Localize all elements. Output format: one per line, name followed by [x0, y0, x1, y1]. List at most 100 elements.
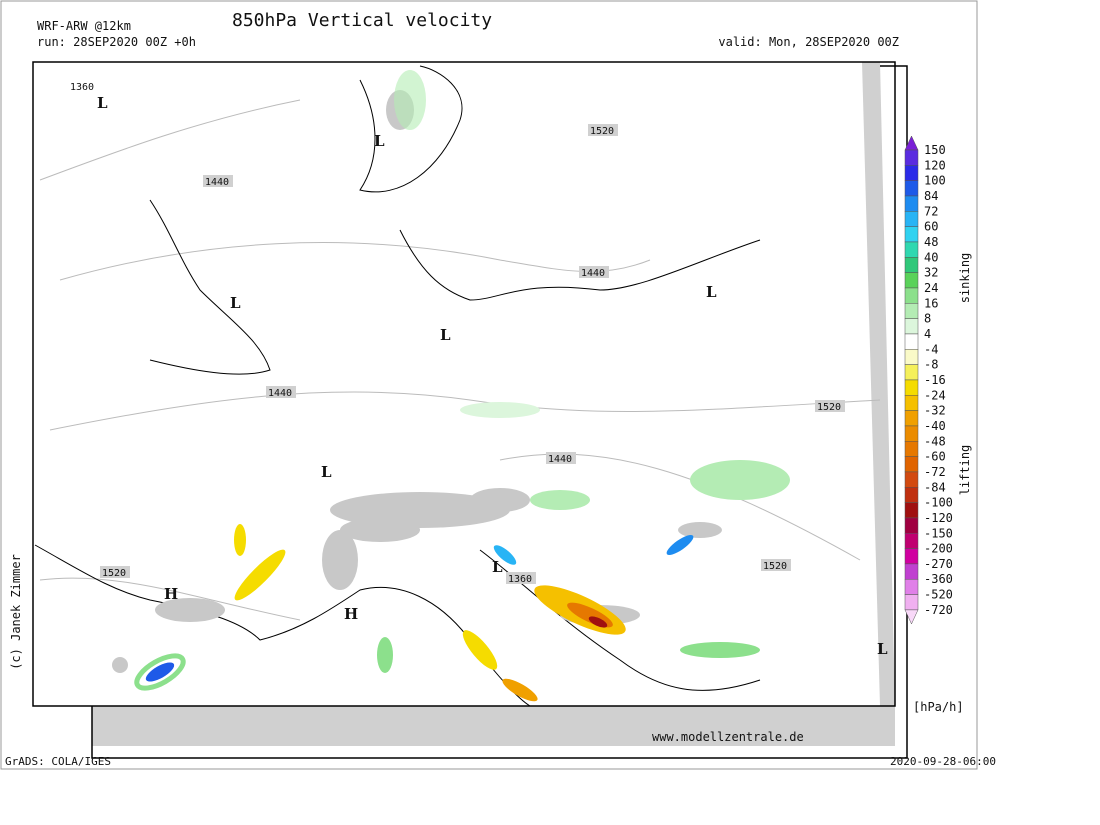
colorbar-level: -40	[924, 419, 946, 433]
copyright: (c) Janek Zimmer	[9, 554, 23, 670]
colorbar-swatch	[904, 502, 919, 519]
colorbar-level: -4	[924, 342, 938, 356]
colorbar-level: 4	[924, 327, 931, 341]
colorbar-level: -720	[924, 603, 953, 617]
colorbar-level: -100	[924, 496, 953, 510]
colorbar-level: -120	[924, 511, 953, 525]
colorbar-level: -24	[924, 388, 946, 402]
website: www.modellzentrale.de	[652, 730, 804, 744]
colorbar-swatch	[904, 195, 919, 212]
low-label: L	[877, 640, 888, 658]
colorbar-swatch	[904, 487, 919, 503]
isobar-label: 1440	[581, 268, 605, 279]
colorbar-level: -72	[924, 465, 946, 479]
isobar-label: 1520	[102, 568, 126, 579]
pressure-labels: 1360 L L 1520 1440 1440 L L L 1440 1520 …	[70, 82, 888, 658]
colorbar-swatch	[904, 563, 919, 580]
colorbar-swatch	[904, 303, 919, 319]
isobar-label: 1520	[590, 126, 614, 137]
colorbar: 150120100847260484032241684-4-8-16-24-32…	[904, 135, 953, 625]
colorbar-level: -360	[924, 572, 953, 586]
valid-label: valid: Mon, 28SEP2020 00Z	[718, 35, 899, 49]
colorbar-swatch	[904, 471, 919, 488]
software-label: GrADS: COLA/IGES	[5, 755, 111, 768]
isobar-label: 1520	[817, 402, 841, 413]
model-label: WRF-ARW @12km	[37, 19, 131, 33]
colorbar-swatch	[904, 349, 919, 365]
isobar-label-bg	[203, 175, 233, 187]
low-label: L	[706, 283, 717, 301]
isobar-label-bg	[815, 400, 845, 412]
colorbar-level: -150	[924, 526, 953, 540]
isobar-label-bg	[100, 566, 130, 578]
colorbar-swatch	[904, 425, 919, 442]
isobar-label-bg	[761, 559, 791, 571]
colorbar-swatch	[904, 241, 919, 258]
isobar-label: 1360	[508, 574, 532, 585]
isobars	[39, 99, 881, 621]
colorbar-level: 100	[924, 174, 946, 188]
high-label: H	[344, 605, 358, 623]
colorbar-swatch	[904, 441, 919, 457]
isobar-label: 1360	[70, 82, 94, 93]
low-label: L	[374, 132, 385, 150]
colorbar-swatch	[904, 517, 919, 534]
colorbar-level: 150	[924, 143, 946, 157]
isobar-label: 1440	[268, 388, 292, 399]
colorbar-lower-label: lifting	[958, 445, 972, 496]
colorbar-swatch	[904, 410, 919, 427]
colorbar-swatch	[904, 226, 919, 243]
low-label: L	[230, 294, 241, 312]
low-label: L	[492, 558, 503, 576]
isobar-label: 1440	[548, 454, 572, 465]
isobar-label: 1440	[205, 177, 229, 188]
isobar-label-bg	[506, 572, 536, 584]
colorbar-level: 40	[924, 250, 938, 264]
colorbar-level: 120	[924, 158, 946, 172]
colorbar-level: 16	[924, 296, 938, 310]
colorbar-upper-label: sinking	[958, 253, 972, 304]
coastline	[34, 65, 761, 707]
colorbar-swatch	[904, 211, 919, 227]
colorbar-swatch	[904, 333, 919, 350]
high-label: H	[164, 585, 178, 603]
colorbar-level: -60	[924, 450, 946, 464]
title: 850hPa Vertical velocity	[232, 10, 492, 31]
colorbar-swatch	[904, 165, 919, 181]
colorbar-swatch	[904, 533, 919, 549]
colorbar-swatch	[904, 456, 919, 473]
low-label: L	[97, 94, 108, 112]
colorbar-level: 72	[924, 204, 938, 218]
run-label: run: 28SEP2020 00Z +0h	[37, 35, 196, 49]
colorbar-swatch	[904, 395, 919, 411]
isobar-label: 1520	[763, 561, 787, 572]
low-label: L	[321, 463, 332, 481]
colorbar-swatch	[904, 578, 919, 595]
map-frame	[91, 65, 908, 759]
colorbar-level: -520	[924, 588, 953, 602]
colorbar-swatch	[904, 594, 919, 611]
colorbar-level: 24	[924, 281, 938, 295]
colorbar-level: -270	[924, 557, 953, 571]
colorbar-level: -84	[924, 480, 946, 494]
map-frame	[32, 61, 896, 707]
colorbar-level: -48	[924, 434, 946, 448]
colorbar-unit: [hPa/h]	[913, 700, 964, 714]
isobar-label-bg	[266, 386, 296, 398]
colorbar-level: -32	[924, 404, 946, 418]
colorbar-level: 60	[924, 220, 938, 234]
colorbar-swatch	[904, 180, 919, 197]
colorbar-swatch	[904, 548, 919, 565]
colorbar-swatch	[904, 257, 919, 273]
colorbar-level: 84	[924, 189, 938, 203]
colorbar-level: 32	[924, 266, 938, 280]
low-label: L	[440, 326, 451, 344]
timestamp: 2020-09-28-06:00	[890, 755, 996, 768]
isobar-label-bg	[588, 124, 618, 136]
colorbar-swatch	[904, 149, 919, 166]
colorbar-level: -200	[924, 542, 953, 556]
colorbar-level: 48	[924, 235, 938, 249]
colorbar-swatch	[904, 364, 919, 381]
